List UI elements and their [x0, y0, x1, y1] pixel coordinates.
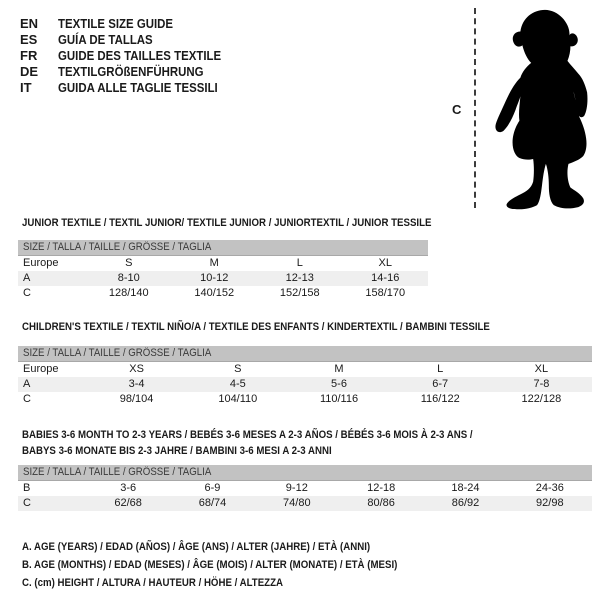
language-code: ES	[20, 32, 38, 47]
size-cell: 3-4	[128, 378, 145, 390]
size-cell: 4-5	[229, 378, 246, 390]
size-cell: XL	[534, 363, 549, 375]
size-cell: 12-18	[367, 482, 396, 494]
table-header-text: SIZE / TALLA / TAILLE / GRÖSSE / TAGLIA	[23, 347, 212, 359]
language-row-it: IT GUIDA ALLE TAGLIE TESSILI	[20, 80, 243, 96]
junior-size-table: SIZE / TALLA / TAILLE / GRÖSSE / TAGLIA …	[18, 240, 428, 301]
language-title-list: EN TEXTILE SIZE GUIDE ES GUÍA DE TALLAS …	[20, 16, 243, 96]
babies-size-table: SIZE / TALLA / TAILLE / GRÖSSE / TAGLIA …	[18, 465, 592, 511]
table-row: B 3-6 6-9 9-12 12-18 18-24 24-36	[18, 481, 592, 496]
language-code: EN	[20, 16, 39, 31]
size-cell: 140/152	[194, 287, 235, 299]
size-cell: 104/110	[218, 393, 258, 405]
size-cell: 98/104	[119, 393, 154, 405]
language-code: IT	[20, 80, 32, 95]
footnote-text: A. AGE (YEARS) / EDAD (AÑOS) / ÂGE (ANS)…	[22, 541, 371, 553]
size-cell: M	[209, 257, 219, 269]
size-cell: 12-13	[285, 272, 314, 284]
table-header: SIZE / TALLA / TAILLE / GRÖSSE / TAGLIA	[18, 465, 592, 481]
size-cell: 122/128	[521, 393, 562, 405]
table-header: SIZE / TALLA / TAILLE / GRÖSSE / TAGLIA	[18, 346, 592, 362]
toddler-silhouette-icon	[495, 9, 588, 210]
row-label: C	[23, 393, 31, 405]
table-row: A 8-10 10-12 12-13 14-16	[18, 271, 428, 286]
row-label: A	[23, 378, 31, 390]
language-code: FR	[20, 48, 38, 63]
language-code: DE	[20, 64, 39, 79]
footnote-b: B. AGE (MONTHS) / EDAD (MESES) / ÂGE (MO…	[22, 556, 449, 574]
language-row-es: ES GUÍA DE TALLAS	[20, 32, 243, 48]
row-label: Europe	[23, 257, 59, 269]
size-cell: 158/170	[365, 287, 406, 299]
size-cell: S	[234, 363, 242, 375]
footnotes: A. AGE (YEARS) / EDAD (AÑOS) / ÂGE (ANS)…	[22, 538, 449, 592]
children-size-table: SIZE / TALLA / TAILLE / GRÖSSE / TAGLIA …	[18, 346, 592, 407]
table-row: Europe S M L XL	[18, 256, 428, 271]
row-label: C	[23, 497, 31, 509]
size-cell: 9-12	[285, 482, 308, 494]
language-title: TEXTILGRÖßENFÜHRUNG	[58, 64, 204, 79]
language-title: GUIDE DES TAILLES TEXTILE	[58, 48, 222, 63]
section-title-text: CHILDREN'S TEXTILE / TEXTIL NIÑO/A / TEX…	[22, 321, 490, 333]
footnote-text: B. AGE (MONTHS) / EDAD (MESES) / ÂGE (MO…	[22, 559, 398, 571]
size-cell: 6-9	[204, 482, 221, 494]
section-title-children: CHILDREN'S TEXTILE / TEXTIL NIÑO/A / TEX…	[22, 321, 554, 333]
size-cell: L	[437, 363, 444, 375]
section-title-text: JUNIOR TEXTILE / TEXTIL JUNIOR/ TEXTILE …	[22, 217, 432, 229]
size-cell: 24-36	[535, 482, 564, 494]
size-cell: 68/74	[198, 497, 227, 509]
section-title-babies: BABIES 3-6 MONTH TO 2-3 YEARS / BEBÉS 3-…	[22, 427, 582, 459]
table-row: C 128/140 140/152 152/158 158/170	[18, 286, 428, 301]
size-cell: 6-7	[432, 378, 449, 390]
row-label: C	[23, 287, 31, 299]
language-row-en: EN TEXTILE SIZE GUIDE	[20, 16, 243, 32]
table-header-text: SIZE / TALLA / TAILLE / GRÖSSE / TAGLIA	[23, 241, 212, 253]
section-title-junior: JUNIOR TEXTILE / TEXTIL JUNIOR/ TEXTILE …	[22, 217, 487, 229]
language-title: GUIDA ALLE TAGLIE TESSILI	[58, 80, 218, 95]
size-cell: 110/116	[319, 393, 359, 405]
size-cell: 80/86	[367, 497, 395, 509]
language-title: TEXTILE SIZE GUIDE	[58, 16, 174, 31]
row-label: Europe	[23, 363, 59, 375]
size-cell: M	[334, 363, 344, 375]
table-header: SIZE / TALLA / TAILLE / GRÖSSE / TAGLIA	[18, 240, 428, 256]
language-row-fr: FR GUIDE DES TAILLES TEXTILE	[20, 48, 243, 64]
size-cell: 14-16	[371, 272, 400, 284]
size-cell: 62/68	[114, 497, 142, 509]
size-cell: L	[296, 257, 303, 269]
size-cell: 74/80	[283, 497, 311, 509]
table-row: C 98/104 104/110 110/116 116/122 122/128	[18, 392, 592, 407]
size-cell: 5-6	[331, 378, 347, 390]
size-cell: XL	[378, 257, 392, 269]
size-cell: 7-8	[533, 378, 550, 390]
section-title-text: BABIES 3-6 MONTH TO 2-3 YEARS / BEBÉS 3-…	[22, 429, 473, 457]
size-cell: 3-6	[120, 482, 137, 494]
footnote-text: C. (cm) HEIGHT / ALTURA / HAUTEUR / HÖHE…	[22, 577, 284, 589]
size-cell: S	[125, 257, 133, 269]
size-cell: 128/140	[108, 287, 149, 299]
table-row: C 62/68 68/74 74/80 80/86 86/92 92/98	[18, 496, 592, 511]
size-cell: 10-12	[200, 272, 229, 284]
language-title: GUÍA DE TALLAS	[58, 32, 153, 47]
size-cell: 92/98	[536, 497, 564, 509]
height-measure-label: C	[452, 102, 462, 117]
row-label: A	[23, 272, 31, 284]
size-cell: 8-10	[117, 272, 140, 284]
language-row-de: DE TEXTILGRÖßENFÜHRUNG	[20, 64, 243, 80]
size-cell: 152/158	[279, 287, 320, 299]
height-measure-line	[474, 8, 476, 208]
footnote-c: C. (cm) HEIGHT / ALTURA / HAUTEUR / HÖHE…	[22, 574, 449, 592]
size-cell: XS	[129, 363, 144, 375]
footnote-a: A. AGE (YEARS) / EDAD (AÑOS) / ÂGE (ANS)…	[22, 538, 449, 556]
size-cell: 116/122	[420, 393, 460, 405]
size-cell: 86/92	[451, 497, 480, 509]
table-row: Europe XS S M L XL	[18, 362, 592, 377]
table-row: A 3-4 4-5 5-6 6-7 7-8	[18, 377, 592, 392]
size-cell: 18-24	[451, 482, 480, 494]
row-label: B	[23, 482, 31, 494]
table-header-text: SIZE / TALLA / TAILLE / GRÖSSE / TAGLIA	[23, 466, 212, 478]
